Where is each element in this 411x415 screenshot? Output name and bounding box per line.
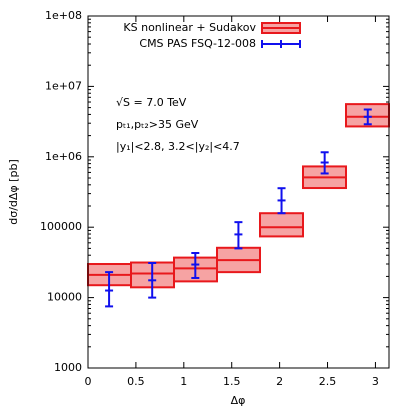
y-tick-label: 100000 xyxy=(40,220,82,233)
x-tick-label: 0 xyxy=(85,375,92,388)
annotation: |y₁|<2.8, 3.2<|y₂|<4.7 xyxy=(116,140,240,153)
y-tick-label: 1e+08 xyxy=(45,9,82,22)
x-tick-label: 1 xyxy=(180,375,187,388)
y-tick-label: 1e+07 xyxy=(45,79,82,92)
y-tick-label: 1e+06 xyxy=(45,150,82,163)
legend-label: KS nonlinear + Sudakov xyxy=(123,21,256,34)
y-tick-label: 10000 xyxy=(47,291,82,304)
x-tick-label: 1.5 xyxy=(223,375,241,388)
legend-label: CMS PAS FSQ-12-008 xyxy=(139,37,256,50)
plot-frame xyxy=(87,15,390,369)
annotation: √S = 7.0 TeV xyxy=(116,96,187,109)
x-tick-label: 2.5 xyxy=(319,375,337,388)
x-tick-label: 3 xyxy=(372,375,379,388)
y-tick-label: 1000 xyxy=(54,361,82,374)
x-tick-label: 2 xyxy=(276,375,283,388)
annotation: pₜ₁,pₜ₂>35 GeV xyxy=(116,118,199,131)
y-axis-label: dσ/dΔφ [pb] xyxy=(7,159,20,224)
band-box xyxy=(259,212,304,238)
x-axis-label: Δφ xyxy=(231,394,246,407)
x-tick-label: 0.5 xyxy=(127,375,145,388)
